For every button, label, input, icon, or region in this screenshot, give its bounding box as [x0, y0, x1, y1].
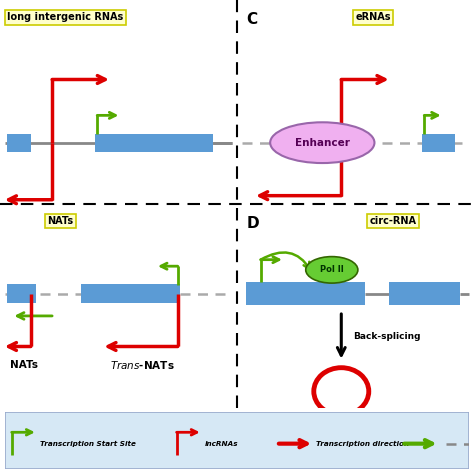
FancyBboxPatch shape — [5, 412, 469, 469]
Text: NATs: NATs — [47, 216, 73, 226]
Text: Pol II: Pol II — [320, 265, 344, 274]
Bar — [422, 134, 455, 152]
Text: circ-RNA: circ-RNA — [318, 422, 365, 432]
Bar — [95, 134, 213, 152]
Text: Enhancer: Enhancer — [295, 137, 350, 148]
Text: D: D — [246, 216, 259, 231]
Text: eRNAs: eRNAs — [356, 12, 391, 22]
Text: C: C — [246, 12, 257, 27]
Text: Transcription Start Site: Transcription Start Site — [39, 441, 136, 447]
Bar — [389, 283, 460, 305]
Text: Transcription direction: Transcription direction — [316, 441, 409, 447]
Text: lncRNAs: lncRNAs — [204, 441, 238, 447]
Circle shape — [314, 368, 369, 415]
Text: long intergenic RNAs: long intergenic RNAs — [7, 12, 123, 22]
Text: $\it{Trans}$-NATs: $\it{Trans}$-NATs — [110, 359, 174, 371]
Text: NATs: NATs — [9, 360, 38, 370]
Bar — [81, 284, 180, 303]
Bar — [7, 284, 36, 303]
Bar — [246, 283, 365, 305]
Text: Back-splicing: Back-splicing — [353, 332, 420, 341]
Ellipse shape — [306, 256, 358, 283]
Text: circ-RNA: circ-RNA — [370, 216, 417, 226]
Ellipse shape — [270, 122, 374, 163]
Bar — [7, 134, 31, 152]
